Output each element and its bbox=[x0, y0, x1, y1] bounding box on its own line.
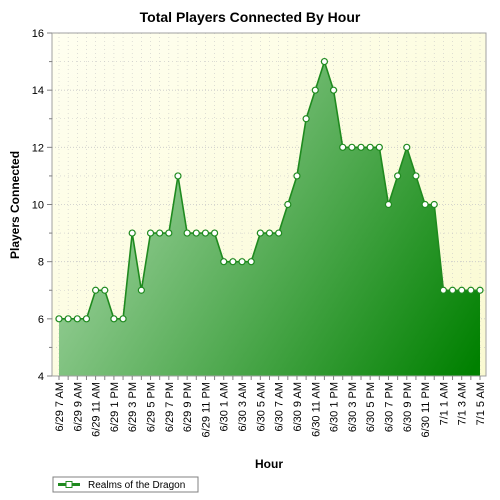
area-fill-layer bbox=[59, 61, 480, 376]
data-point bbox=[183, 229, 191, 237]
x-tick-label: 6/30 9 PM bbox=[402, 382, 414, 432]
data-point bbox=[403, 143, 411, 151]
data-point bbox=[55, 315, 63, 323]
data-point bbox=[238, 258, 246, 266]
x-tick-label: 6/30 1 PM bbox=[329, 382, 341, 432]
data-point bbox=[92, 286, 100, 294]
data-point bbox=[256, 229, 264, 237]
data-point bbox=[210, 229, 219, 237]
x-tick-label: 6/30 7 PM bbox=[383, 382, 395, 432]
y-tick-label: 4 bbox=[38, 371, 44, 383]
data-point bbox=[137, 286, 145, 294]
data-point bbox=[247, 258, 255, 266]
data-point bbox=[201, 229, 210, 237]
legend-swatch-marker bbox=[65, 481, 73, 488]
x-tick-label: 6/30 11 PM bbox=[420, 382, 432, 437]
x-tick-label: 6/30 5 PM bbox=[365, 382, 377, 432]
data-point bbox=[293, 172, 301, 180]
data-point bbox=[192, 229, 200, 237]
y-tick-label: 10 bbox=[32, 200, 44, 212]
data-point bbox=[119, 315, 127, 323]
legend-box bbox=[52, 476, 199, 493]
x-tick-label: 6/30 1 AM bbox=[219, 382, 231, 432]
y-tick-label: 6 bbox=[38, 314, 44, 326]
x-axis-title: Hour bbox=[255, 457, 283, 471]
y-tick-label: 12 bbox=[32, 142, 44, 154]
data-point bbox=[275, 229, 283, 237]
data-point bbox=[439, 286, 447, 294]
x-tick-label: 6/29 5 PM bbox=[146, 382, 158, 432]
x-tick-label: 7/1 3 AM bbox=[457, 382, 469, 425]
data-point bbox=[128, 229, 136, 237]
data-point bbox=[302, 115, 310, 123]
x-tick-label: 6/29 7 AM bbox=[54, 382, 66, 432]
x-tick-label: 6/29 11 PM bbox=[200, 382, 212, 437]
data-point bbox=[467, 286, 475, 294]
data-point bbox=[375, 143, 383, 151]
legend-label: Realms of the Dragon bbox=[88, 480, 185, 491]
data-point bbox=[339, 143, 347, 151]
data-point bbox=[146, 229, 155, 237]
y-axis-title: Players Connected bbox=[8, 151, 22, 259]
data-point bbox=[220, 258, 228, 266]
data-point bbox=[64, 315, 72, 323]
data-points bbox=[55, 57, 484, 323]
x-tick-label: 6/30 11 AM bbox=[310, 382, 322, 437]
x-tick-label: 6/29 3 PM bbox=[127, 382, 139, 432]
data-point bbox=[229, 258, 237, 266]
x-tick-label: 6/30 7 AM bbox=[274, 382, 286, 432]
data-point bbox=[82, 315, 91, 323]
chart-title: Total Players Connected By Hour bbox=[140, 9, 361, 25]
data-point bbox=[73, 315, 81, 323]
x-axis-ticks: 6/29 7 AM 6/29 9 AM 6/29 11 AM 6/29 1 PM 6/2… bbox=[54, 376, 487, 437]
x-tick-label: 6/30 3 AM bbox=[237, 382, 249, 432]
y-tick-label: 8 bbox=[38, 257, 44, 269]
x-tick-label: 7/1 5 AM bbox=[475, 382, 487, 425]
x-tick-label: 6/29 9 PM bbox=[182, 382, 194, 432]
x-tick-label: 6/29 11 AM bbox=[91, 382, 103, 437]
data-point bbox=[101, 286, 109, 294]
data-point bbox=[430, 200, 438, 209]
data-point bbox=[476, 286, 484, 294]
x-tick-label: 6/29 7 PM bbox=[164, 382, 176, 432]
data-point bbox=[384, 200, 393, 209]
x-tick-label: 6/30 9 AM bbox=[292, 382, 304, 432]
data-point bbox=[421, 200, 429, 209]
data-point bbox=[174, 172, 182, 180]
data-point bbox=[329, 86, 338, 94]
data-point bbox=[156, 229, 164, 237]
y-tick-label: 16 bbox=[32, 28, 44, 40]
y-axis-ticks: 4 6 8 10 12 14 16 bbox=[32, 28, 52, 383]
data-point bbox=[357, 143, 365, 151]
data-point bbox=[110, 315, 118, 323]
data-point bbox=[394, 172, 402, 180]
data-point bbox=[448, 286, 457, 294]
data-point bbox=[366, 143, 374, 151]
x-tick-label: 7/1 1 AM bbox=[438, 382, 450, 425]
data-point bbox=[458, 286, 466, 294]
series-area bbox=[59, 61, 480, 376]
x-tick-label: 6/29 9 AM bbox=[72, 382, 84, 432]
data-point bbox=[320, 57, 329, 66]
x-tick-label: 6/30 5 AM bbox=[255, 382, 267, 432]
y-tick-label: 14 bbox=[32, 85, 44, 97]
legend: Realms of the Dragon bbox=[52, 476, 199, 493]
data-point bbox=[311, 86, 319, 94]
data-point bbox=[284, 200, 292, 209]
data-point bbox=[348, 143, 356, 151]
data-point bbox=[165, 229, 173, 237]
x-tick-label: 6/29 1 PM bbox=[109, 382, 121, 432]
data-point bbox=[412, 172, 420, 180]
x-tick-label: 6/30 3 PM bbox=[347, 382, 359, 432]
data-point bbox=[265, 229, 274, 237]
